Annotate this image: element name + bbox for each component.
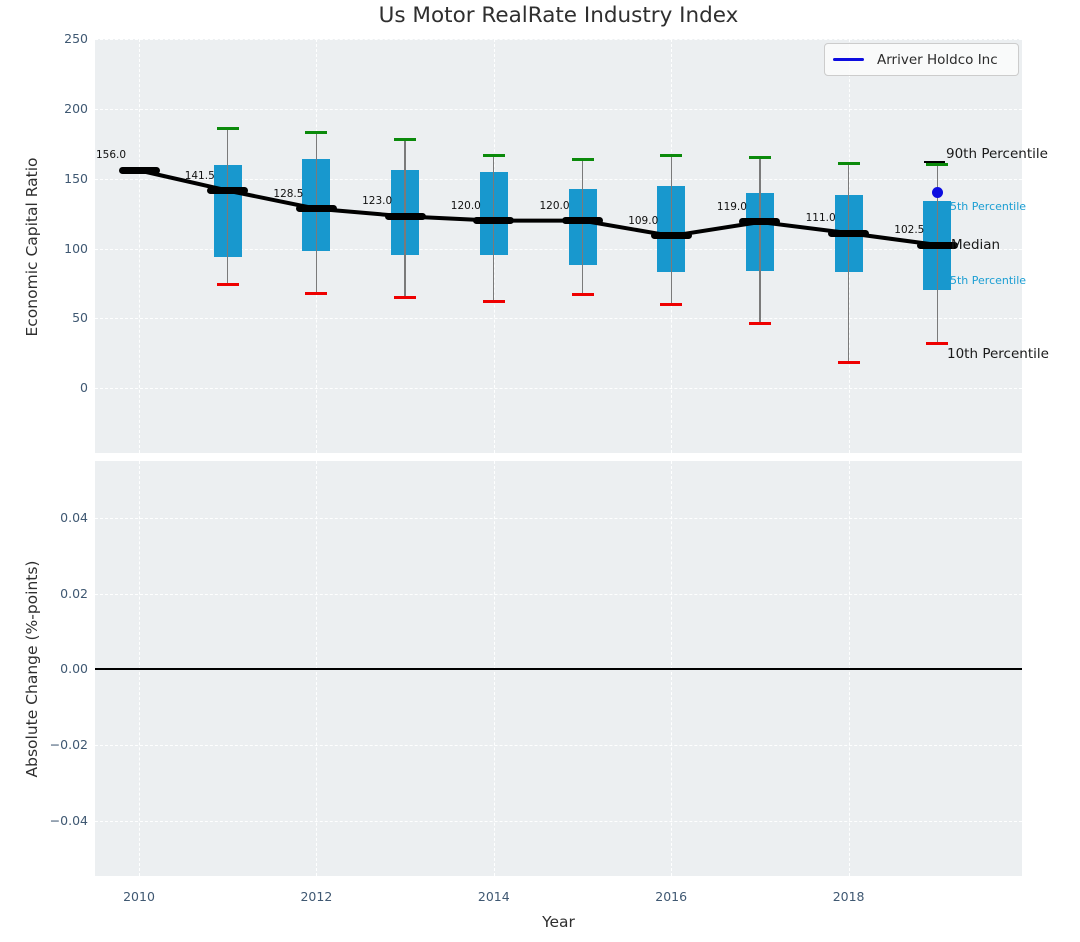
median-value-label-2018: 111.0 — [806, 212, 836, 224]
bottom-gridline-y-0.04 — [95, 518, 1022, 519]
whisker-cap-10th-2017 — [749, 322, 771, 325]
median-bar-2013 — [385, 213, 426, 220]
whisker-cap-10th-2012 — [305, 292, 327, 295]
whisker-cap-90th-2013 — [394, 138, 416, 141]
p25-percentile-label: 25th Percentile — [943, 274, 1026, 287]
median-bar-2011 — [207, 187, 248, 194]
whisker-cap-10th-2014 — [483, 300, 505, 303]
median-value-label-2011: 141.5 — [185, 170, 215, 182]
whisker-2017 — [759, 158, 760, 324]
whisker-cap-90th-2015 — [572, 158, 594, 161]
whisker-2016 — [671, 155, 672, 304]
whisker-cap-10th-2016 — [660, 303, 682, 306]
whisker-cap-10th-2019 — [926, 342, 948, 345]
top-gridline-y-0 — [95, 388, 1022, 389]
whisker-cap-10th-2013 — [394, 296, 416, 299]
whisker-2012 — [316, 133, 317, 293]
top-ytick-200: 200 — [36, 100, 88, 118]
whisker-cap-90th-2011 — [217, 127, 239, 130]
p90-percentile-label: 90th Percentile — [946, 146, 1048, 162]
arriver-holdco-data-point — [932, 187, 943, 198]
legend-series-label: Arriver Holdco Inc — [877, 52, 998, 68]
whisker-cap-90th-2018 — [838, 162, 860, 165]
bottom-ytick--0.04: −0.04 — [36, 812, 88, 830]
whisker-cap-90th-2017 — [749, 156, 771, 159]
legend-box: Arriver Holdco Inc — [824, 43, 1019, 76]
median-bar-2018 — [828, 230, 869, 237]
xtick-2016: 2016 — [639, 888, 703, 906]
median-value-label-2019: 102.5 — [894, 224, 924, 236]
p10-percentile-label: 10th Percentile — [947, 346, 1049, 362]
p90-leader-line — [924, 161, 945, 163]
top-ytick-0: 0 — [36, 379, 88, 397]
top-ytick-100: 100 — [36, 240, 88, 258]
chart-title: Us Motor RealRate Industry Index — [95, 3, 1022, 28]
median-value-label-2017: 119.0 — [717, 201, 747, 213]
median-bar-2012 — [296, 205, 337, 212]
bottom-ytick-0.02: 0.02 — [36, 585, 88, 603]
legend-line-swatch — [833, 58, 864, 61]
xtick-2010: 2010 — [107, 888, 171, 906]
xtick-2018: 2018 — [817, 888, 881, 906]
whisker-cap-10th-2015 — [572, 293, 594, 296]
whisker-cap-90th-2019 — [926, 163, 948, 166]
whisker-2015 — [582, 159, 583, 294]
bottom-gridline-y--0.04 — [95, 821, 1022, 822]
top-gridline-y-50 — [95, 318, 1022, 319]
median-value-label-2012: 128.5 — [273, 188, 303, 200]
median-value-label-2013: 123.0 — [362, 195, 392, 207]
p75-percentile-label: 75th Percentile — [943, 200, 1026, 213]
whisker-2018 — [848, 163, 849, 362]
whisker-cap-10th-2011 — [217, 283, 239, 286]
bottom-ytick-0: 0.00 — [36, 660, 88, 678]
xtick-2012: 2012 — [284, 888, 348, 906]
whisker-2014 — [493, 155, 494, 301]
bottom-gridline-y-0.02 — [95, 594, 1022, 595]
whisker-cap-90th-2016 — [660, 154, 682, 157]
top-gridline-y-250 — [95, 39, 1022, 40]
bottom-ytick-0.04: 0.04 — [36, 509, 88, 527]
median-bar-2015 — [562, 217, 603, 224]
whisker-cap-90th-2014 — [483, 154, 505, 157]
median-label: Median — [951, 237, 1000, 253]
bottom-ytick--0.02: −0.02 — [36, 736, 88, 754]
whisker-2011 — [227, 129, 228, 285]
median-bar-2016 — [651, 232, 692, 239]
median-bar-2017 — [739, 218, 780, 225]
zero-reference-line — [95, 668, 1022, 670]
top-gridline-y-200 — [95, 109, 1022, 110]
top-ytick-150: 150 — [36, 170, 88, 188]
whisker-cap-10th-2018 — [838, 361, 860, 364]
median-bar-2014 — [473, 217, 514, 224]
top-ytick-250: 250 — [36, 30, 88, 48]
bottom-axes-absolute-change — [95, 461, 1022, 876]
top-axes-economic-capital-ratio: 90th Percentile 75th Percentile Median 2… — [95, 39, 1022, 453]
top-ytick-50: 50 — [36, 309, 88, 327]
median-value-label-2016: 109.0 — [628, 215, 658, 227]
xtick-2014: 2014 — [462, 888, 526, 906]
top-gridline-x-2010 — [139, 39, 140, 453]
median-bar-2010 — [119, 167, 160, 174]
median-value-label-2015: 120.0 — [540, 200, 570, 212]
industry-index-figure: Us Motor RealRate Industry Index 90th Pe… — [0, 0, 1080, 942]
x-axis-title: Year — [95, 913, 1022, 931]
median-value-label-2010: 156.0 — [96, 149, 126, 161]
bottom-gridline-y--0.02 — [95, 745, 1022, 746]
whisker-cap-90th-2012 — [305, 131, 327, 134]
median-value-label-2014: 120.0 — [451, 200, 481, 212]
